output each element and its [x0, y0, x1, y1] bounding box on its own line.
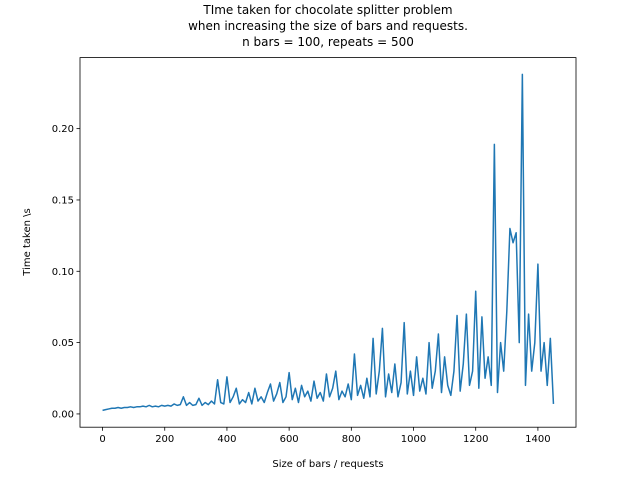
x-tick-label: 1000 — [401, 434, 426, 445]
y-tick-label: 0.10 — [52, 267, 74, 278]
chart-title: TIme taken for chocolate splitter proble… — [188, 3, 468, 49]
plot-frame — [79, 57, 577, 428]
x-tick-label: 600 — [280, 434, 299, 445]
y-tick-label: 0.05 — [52, 338, 74, 349]
x-axis-label: Size of bars / requests — [272, 459, 383, 470]
y-tick-label: 0.15 — [52, 195, 74, 206]
data-line — [102, 73, 555, 412]
x-tick-label: 800 — [342, 434, 361, 445]
x-tick-label: 1400 — [525, 434, 550, 445]
x-tick-label: 0 — [99, 434, 105, 445]
x-tick-label: 400 — [217, 434, 236, 445]
x-tick-label: 1200 — [463, 434, 488, 445]
y-tick-label: 0.00 — [52, 409, 74, 420]
y-axis-label: Time taken \s — [22, 208, 33, 276]
y-tick-label: 0.20 — [52, 124, 74, 135]
x-tick-label: 200 — [155, 434, 174, 445]
